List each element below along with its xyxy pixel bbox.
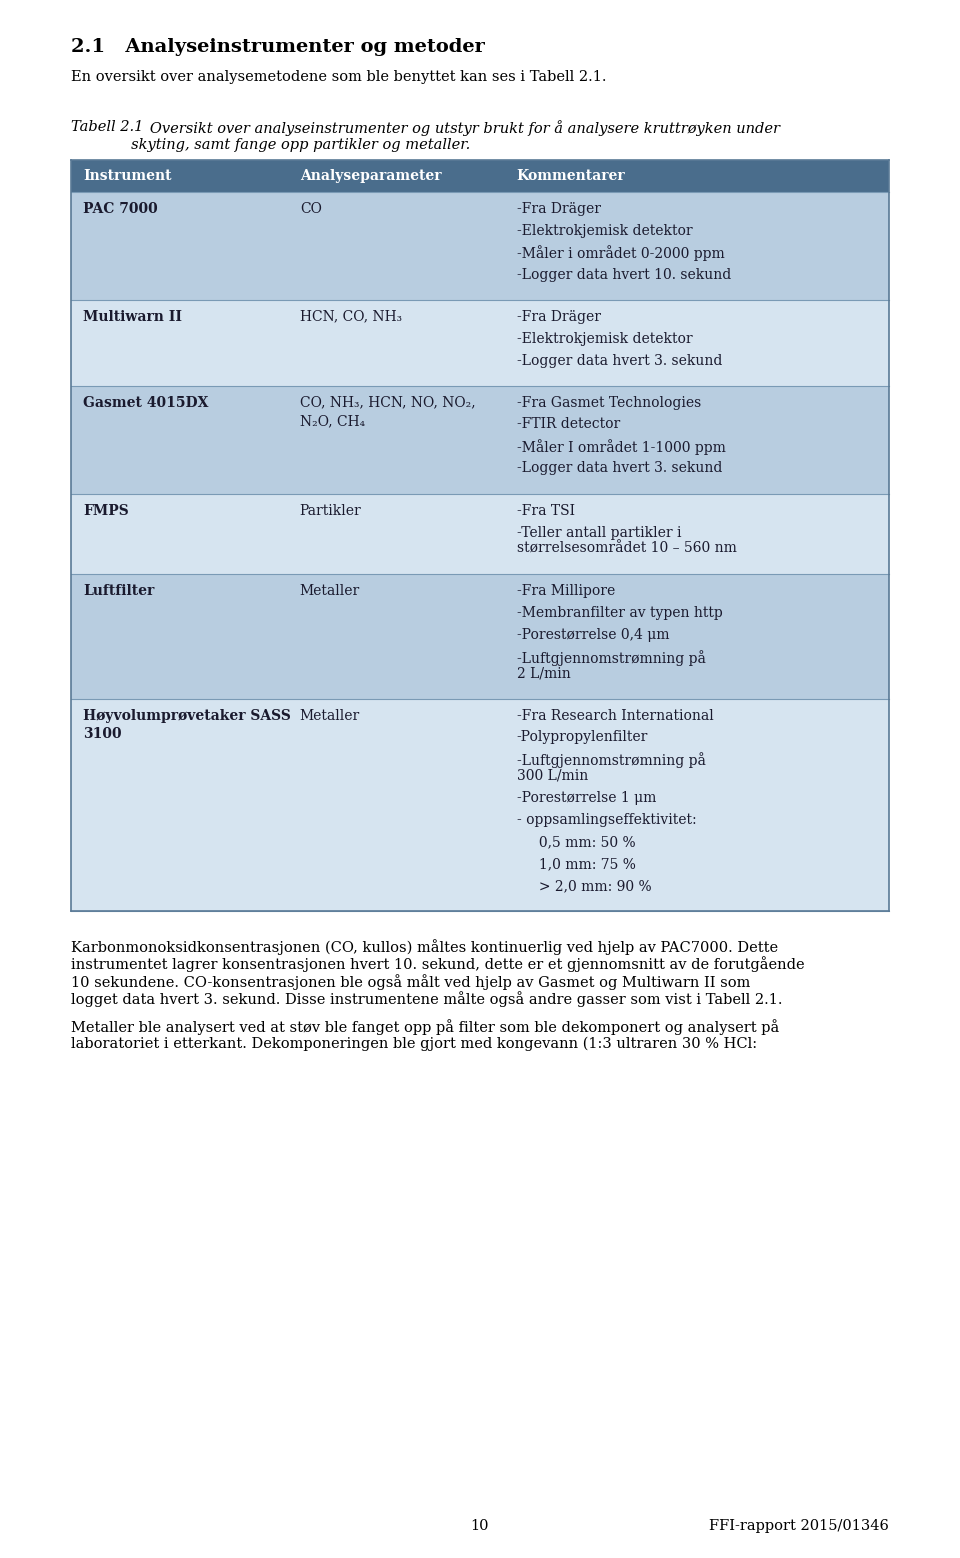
Text: -Måler i området 0-2000 ppm: -Måler i området 0-2000 ppm — [516, 246, 724, 262]
Text: logget data hvert 3. sekund. Disse instrumentene målte også andre gasser som vis: logget data hvert 3. sekund. Disse instr… — [71, 991, 782, 1008]
Bar — [71, 385, 889, 494]
Text: -Måler I området 1-1000 ppm: -Måler I området 1-1000 ppm — [516, 439, 726, 455]
Text: Karbonmonoksidkonsentrasjonen (CO, kullos) måltes kontinuerlig ved hjelp av PAC7: Karbonmonoksidkonsentrasjonen (CO, kullo… — [71, 939, 779, 955]
Text: 10 sekundene. CO-konsentrasjonen ble også målt ved hjelp av Gasmet og Multiwarn : 10 sekundene. CO-konsentrasjonen ble ogs… — [71, 974, 751, 989]
Text: -Fra TSI: -Fra TSI — [516, 503, 574, 517]
Text: -Porestørrelse 0,4 μm: -Porestørrelse 0,4 μm — [516, 628, 669, 642]
Text: -Fra Dräger: -Fra Dräger — [516, 310, 601, 324]
Text: -Fra Research International: -Fra Research International — [516, 709, 713, 723]
Text: -Elektrokjemisk detektor: -Elektrokjemisk detektor — [516, 332, 692, 346]
Text: FMPS: FMPS — [83, 503, 129, 517]
Text: -Luftgjennomstrømning på: -Luftgjennomstrømning på — [516, 650, 706, 665]
Text: 2 L/min: 2 L/min — [516, 667, 570, 681]
Text: PAC 7000: PAC 7000 — [83, 201, 157, 215]
Text: Metaller: Metaller — [300, 709, 360, 723]
Text: 300 L/min: 300 L/min — [516, 770, 588, 784]
Bar — [71, 494, 889, 573]
Text: -Polypropylenfilter: -Polypropylenfilter — [516, 731, 648, 745]
Text: 1,0 mm: 75 %: 1,0 mm: 75 % — [516, 857, 636, 871]
Bar — [71, 192, 889, 299]
Text: En oversikt over analysemetodene som ble benyttet kan ses i Tabell 2.1.: En oversikt over analysemetodene som ble… — [71, 70, 607, 84]
Text: -Fra Gasmet Technologies: -Fra Gasmet Technologies — [516, 396, 701, 410]
Text: CO, NH₃, HCN, NO, NO₂,
N₂O, CH₄: CO, NH₃, HCN, NO, NO₂, N₂O, CH₄ — [300, 396, 475, 428]
Text: Metaller ble analysert ved at støv ble fanget opp på filter som ble dekomponert : Metaller ble analysert ved at støv ble f… — [71, 1019, 780, 1036]
Bar — [71, 573, 889, 698]
Text: 0,5 mm: 50 %: 0,5 mm: 50 % — [516, 835, 636, 849]
Text: Analyseparameter: Analyseparameter — [300, 168, 442, 182]
Text: > 2,0 mm: 90 %: > 2,0 mm: 90 % — [516, 879, 651, 893]
Text: Kommentarer: Kommentarer — [516, 168, 625, 182]
Text: -Fra Millipore: -Fra Millipore — [516, 584, 614, 598]
Text: Partikler: Partikler — [300, 503, 362, 517]
Bar — [71, 299, 889, 385]
Text: -Logger data hvert 3. sekund: -Logger data hvert 3. sekund — [516, 461, 722, 475]
Text: -Logger data hvert 10. sekund: -Logger data hvert 10. sekund — [516, 268, 731, 282]
Text: Metaller: Metaller — [300, 584, 360, 598]
Text: Høyvolumprøvetaker SASS
3100: Høyvolumprøvetaker SASS 3100 — [83, 709, 291, 742]
Text: Oversikt over analyseinstrumenter og utstyr brukt for å analysere kruttrøyken un: Oversikt over analyseinstrumenter og uts… — [136, 120, 780, 136]
Text: Tabell 2.1: Tabell 2.1 — [71, 120, 143, 134]
Text: -Elektrokjemisk detektor: -Elektrokjemisk detektor — [516, 223, 692, 237]
Text: -Porestørrelse 1 μm: -Porestørrelse 1 μm — [516, 791, 656, 805]
Text: - oppsamlingseffektivitet:: - oppsamlingseffektivitet: — [516, 813, 696, 827]
Text: FFI-rapport 2015/01346: FFI-rapport 2015/01346 — [709, 1519, 889, 1533]
Text: -Teller antall partikler i: -Teller antall partikler i — [516, 525, 681, 539]
Bar — [71, 698, 889, 911]
Text: HCN, CO, NH₃: HCN, CO, NH₃ — [300, 310, 402, 324]
Text: Luftfilter: Luftfilter — [83, 584, 155, 598]
Text: Multiwarn II: Multiwarn II — [83, 310, 182, 324]
Text: -FTIR detector: -FTIR detector — [516, 418, 620, 432]
Text: -Logger data hvert 3. sekund: -Logger data hvert 3. sekund — [516, 354, 722, 368]
Text: -Luftgjennomstrømning på: -Luftgjennomstrømning på — [516, 753, 706, 768]
Text: instrumentet lagrer konsentrasjonen hvert 10. sekund, dette er et gjennomsnitt a: instrumentet lagrer konsentrasjonen hver… — [71, 957, 804, 972]
Text: -Membranfilter av typen http: -Membranfilter av typen http — [516, 606, 722, 620]
Text: Gasmet 4015DX: Gasmet 4015DX — [83, 396, 208, 410]
Text: CO: CO — [300, 201, 322, 215]
Text: 10: 10 — [470, 1519, 490, 1533]
Text: størrelsesområdet 10 – 560 nm: størrelsesområdet 10 – 560 nm — [516, 542, 736, 556]
Text: skyting, samt fange opp partikler og metaller.: skyting, samt fange opp partikler og met… — [71, 137, 470, 151]
Text: Instrument: Instrument — [83, 168, 172, 182]
Text: 2.1   Analyseinstrumenter og metoder: 2.1 Analyseinstrumenter og metoder — [71, 37, 485, 56]
Text: laboratoriet i etterkant. Dekomponeringen ble gjort med kongevann (1:3 ultraren : laboratoriet i etterkant. Dekomponeringe… — [71, 1038, 757, 1052]
Bar — [71, 159, 889, 192]
Text: -Fra Dräger: -Fra Dräger — [516, 201, 601, 215]
